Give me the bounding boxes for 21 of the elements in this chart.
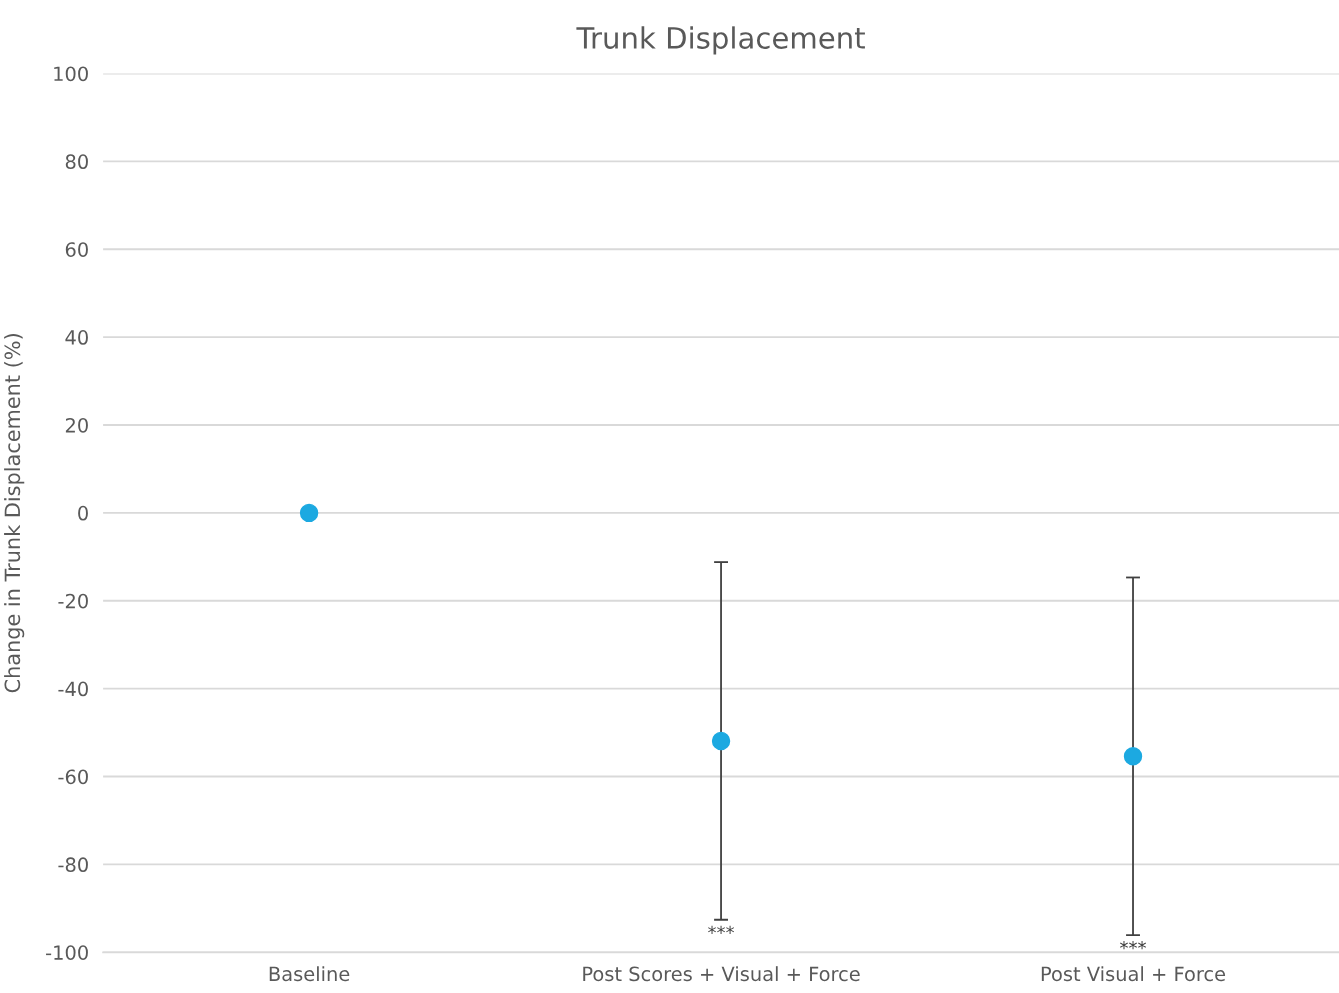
- y-tick-label: -60: [58, 769, 88, 785]
- y-axis-title: Change in Trunk Displacement (%): [4, 334, 25, 693]
- x-tick-label: Post Scores + Visual + Force: [583, 966, 860, 982]
- annotation: ***: [708, 925, 735, 934]
- x-tick-label: Baseline: [269, 966, 350, 982]
- y-tick-label: 40: [65, 330, 88, 345]
- y-tick-label: 100: [54, 66, 88, 82]
- y-tick-label: -20: [58, 593, 88, 609]
- point: [299, 503, 319, 523]
- y-tick-label: -80: [58, 857, 88, 873]
- annotation: ***: [1120, 941, 1147, 950]
- y-tick-label: -40: [58, 681, 88, 697]
- point: [711, 731, 731, 751]
- x-tick-label: Post Visual + Force: [1041, 966, 1226, 982]
- chart-title: Trunk Displacement: [576, 26, 865, 55]
- y-tick-label: 60: [65, 242, 88, 257]
- y-tick-label: 0: [78, 505, 88, 521]
- y-tick-label: 80: [65, 154, 88, 170]
- y-tick-label: 20: [65, 417, 88, 433]
- y-tick-label: -100: [46, 945, 88, 960]
- point: [1123, 747, 1143, 766]
